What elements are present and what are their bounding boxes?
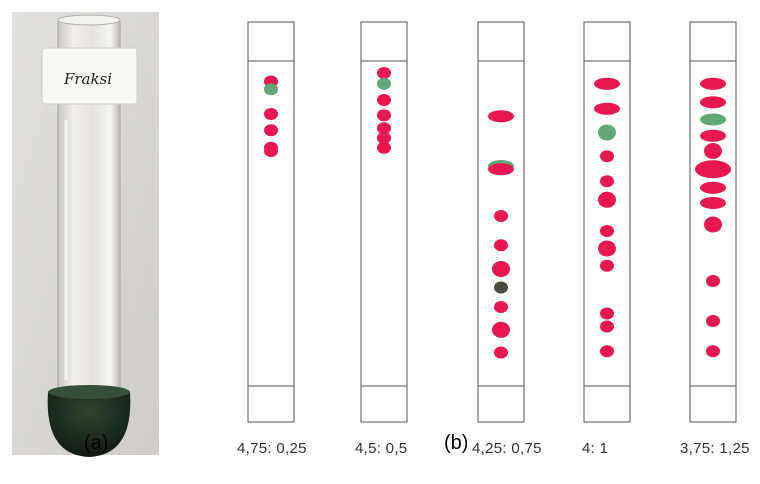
tlc-spot-red — [494, 239, 508, 252]
tlc-spot-red — [488, 110, 514, 123]
tlc-plate-1 — [247, 21, 295, 423]
tlc-plate-2 — [360, 21, 408, 423]
tlc-spot-red — [594, 102, 620, 115]
tlc-spot-red — [494, 210, 508, 222]
tlc-spot-red — [264, 124, 278, 137]
tlc-spot-red — [704, 143, 722, 159]
tlc-spot-red — [264, 145, 278, 157]
tlc-spot-red — [377, 94, 391, 106]
tlc-plate-3 — [477, 21, 525, 423]
tlc-spot-red — [494, 346, 508, 359]
tlc-spot-red — [600, 259, 614, 272]
tlc-spot-red — [598, 191, 616, 208]
tlc-spot-red — [600, 175, 614, 188]
tlc-plate-4 — [583, 21, 631, 423]
tlc-spot-red — [600, 225, 614, 237]
eluent-ratio-label: 3,75: 1,25 — [680, 440, 750, 457]
tlc-spot-green — [264, 83, 278, 96]
tlc-spot-red — [700, 181, 726, 194]
panel-label-a: (a) — [84, 432, 109, 454]
tlc-spot-red — [377, 132, 391, 144]
tlc-spot-red — [600, 307, 614, 320]
tlc-plate-5 — [689, 21, 737, 423]
tlc-spot-red — [377, 67, 391, 79]
test-tube-rim — [57, 14, 121, 26]
tlc-spot-red — [600, 320, 614, 333]
test-tube-photo: Fraksi — [12, 12, 159, 457]
tlc-spot-red — [700, 96, 726, 109]
tube-liquid — [47, 392, 131, 457]
tlc-spot-green — [377, 77, 391, 90]
tlc-spot-red — [494, 301, 508, 313]
tlc-spot-red — [700, 197, 726, 209]
eluent-ratio-label: 4,25: 0,75 — [472, 440, 542, 457]
liquid-surface — [48, 385, 130, 399]
tlc-spot-red — [706, 345, 720, 358]
tlc-spot-red — [704, 216, 722, 233]
tlc-spot-red — [264, 108, 278, 120]
tlc-spot-red — [492, 261, 510, 277]
panel-label-b: (b) — [444, 432, 469, 454]
tlc-spot-red — [600, 150, 614, 163]
tlc-spot-green — [598, 124, 616, 141]
eluent-ratio-label: 4: 1 — [582, 440, 609, 457]
tlc-spot-red — [492, 321, 510, 338]
tlc-spot-red — [700, 129, 726, 142]
tube-label — [41, 47, 138, 105]
tlc-spot-red — [695, 160, 731, 179]
tlc-spot-red — [377, 141, 391, 154]
tlc-spot-red — [377, 122, 391, 135]
tlc-spot-red — [700, 77, 726, 90]
tlc-spot-red — [594, 77, 620, 90]
eluent-ratio-label: 4,5: 0,5 — [355, 440, 408, 457]
tlc-spot-dark — [494, 281, 508, 294]
eluent-ratio-label: 4,75: 0,25 — [237, 440, 307, 457]
tlc-spot-red — [598, 240, 616, 257]
tlc-spot-green — [700, 113, 726, 126]
tlc-spot-red — [706, 315, 720, 327]
tube-label-text: Fraksi — [63, 70, 112, 88]
tlc-spot-red — [377, 109, 391, 122]
tlc-plates — [247, 21, 737, 423]
tlc-spot-red — [600, 345, 614, 358]
tlc-spot-red — [488, 163, 514, 176]
tlc-spot-red — [706, 275, 720, 287]
